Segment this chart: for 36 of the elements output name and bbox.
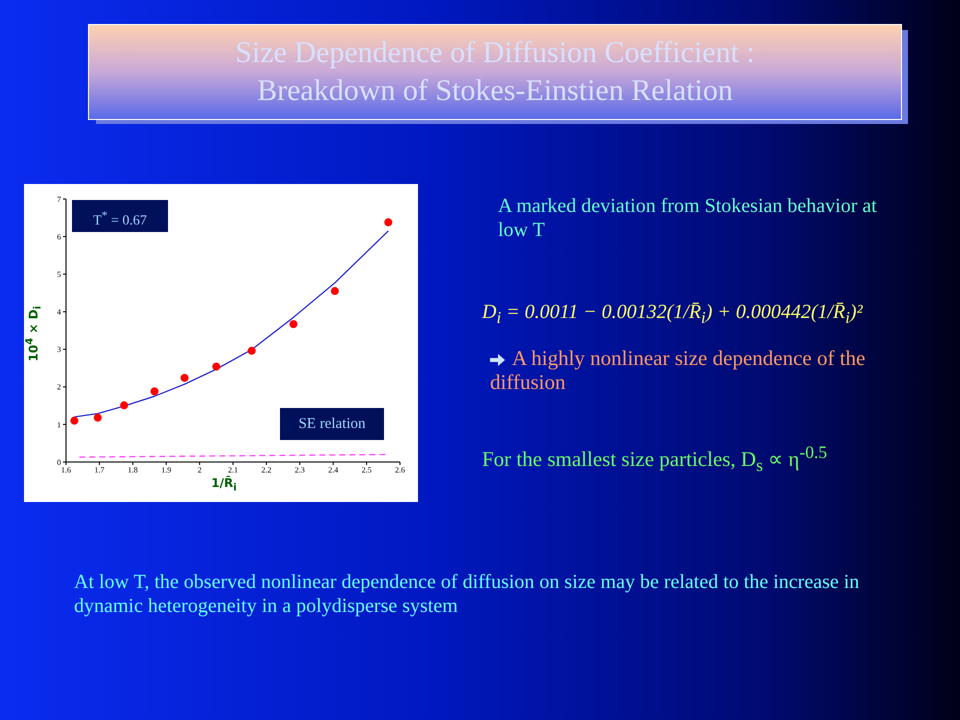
x-tick-label: 2.4	[328, 466, 338, 475]
x-tick-label: 1.8	[128, 466, 138, 475]
y-tick-label: 5	[57, 270, 61, 279]
point	[330, 287, 339, 296]
x-tick-label: 2	[198, 466, 202, 475]
x-tick-label: 2.6	[395, 466, 405, 475]
y-tick-label: 3	[57, 345, 61, 354]
point	[180, 374, 189, 382]
x-tick-label: 2.2	[261, 466, 272, 475]
text: A marked deviation from Stokesian behavior at low T	[498, 195, 877, 241]
x-tick-label: 2.1	[228, 466, 238, 475]
y-tick-label: 4	[57, 308, 61, 317]
text: A highly nonlinear size dependence of the diffusion	[490, 346, 866, 394]
y-tick-label: 6	[57, 232, 61, 242]
x-tick-label: 1.7	[94, 466, 104, 475]
x-axis-title: 1/R̄$_{i}$	[210, 476, 238, 494]
x-tick-label: 1.9	[161, 466, 172, 475]
text: For the smallest size particles, D$_{s}$ ∝ η$^{-0.5}$	[482, 442, 828, 476]
point	[384, 218, 392, 226]
point	[70, 416, 78, 425]
y-tick-label: 0	[57, 458, 61, 467]
text: At low T, the observed nonlinear dependence of diffusion on size may be related to the increase in dynamic heterogeneity in a polydisperse system	[74, 571, 860, 617]
point	[289, 320, 298, 328]
text: D$_{i}$ = 0.0011 − 0.00132(1/R̄$_{i}$) + 0.000442(1/R̄$_{i}$)²	[482, 301, 863, 327]
point	[212, 362, 220, 371]
x-tick-label: 1.6	[61, 466, 71, 475]
x-tick-label: 2.3	[294, 466, 305, 475]
y-tick-label: 1	[57, 420, 61, 430]
point	[150, 387, 159, 396]
point	[248, 346, 256, 355]
x-tick-label: 2.5	[362, 466, 372, 475]
text: Size Dependence of Diffusion Coefficient : Breakdown of Stokes-Einstien Relation	[234, 35, 756, 109]
y-tick-label: 7	[57, 194, 61, 204]
point	[94, 414, 102, 422]
y-tick-label: 2	[57, 382, 61, 392]
point	[120, 401, 128, 410]
